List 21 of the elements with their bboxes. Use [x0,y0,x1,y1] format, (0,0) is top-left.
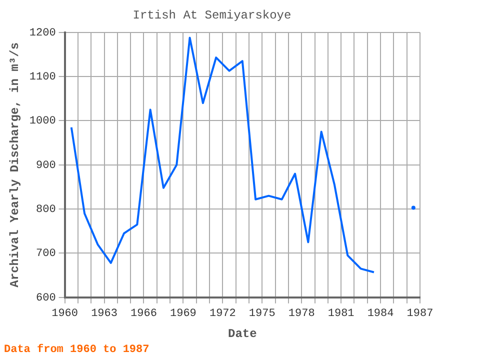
y-tick-label: 700 [36,248,56,260]
y-tick-label: 1000 [29,116,56,128]
x-axis-title: Date [228,326,257,341]
x-tick-label: 1966 [130,308,157,320]
x-tick-label: 1960 [52,308,78,320]
text: Data from 1960 to 1987 [4,344,150,356]
x-tick-label: 1987 [406,308,434,320]
x-tick-label: 1963 [91,308,118,320]
y-tick-label: 1200 [29,27,56,40]
y-tick-label: 1100 [29,71,56,84]
x-tick-label: 1975 [248,308,276,320]
chart-title: Irtish At Semiyarskoye [132,8,292,22]
x-tick-label: 1978 [288,308,315,320]
y-tick-label: 800 [36,204,56,216]
x-tick-label: 1969 [170,308,196,320]
x-tick-label: 1981 [328,308,355,320]
y-axis-title: Archival Yearly Discharge, in m³/s [8,42,22,288]
y-tick-label: 900 [36,160,56,172]
x-tick-label: 1984 [367,308,394,320]
x-tick-label: 1972 [209,308,236,320]
y-tick-label: 600 [36,292,56,304]
